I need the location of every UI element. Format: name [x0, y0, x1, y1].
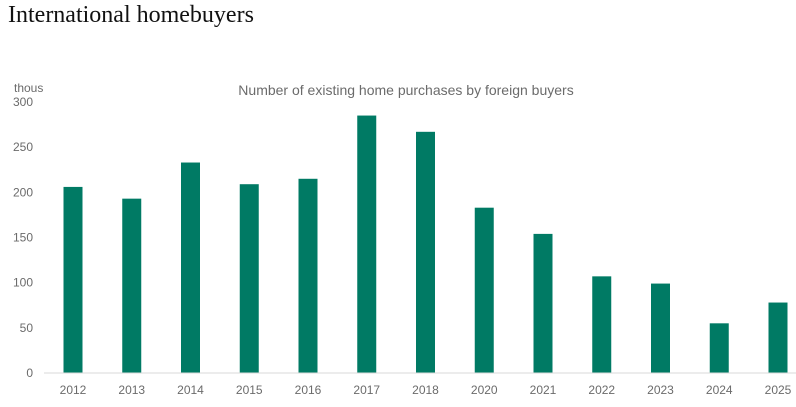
x-tick-label-2014: 2014 — [177, 383, 204, 397]
bar-2020 — [474, 207, 494, 373]
y-axis: 0 50 100 150 200 250 300 — [13, 95, 33, 380]
x-tick-label-2018: 2018 — [412, 383, 439, 397]
bar-2015 — [239, 184, 259, 373]
y-tick-label: 250 — [13, 140, 33, 154]
y-tick-label: 300 — [13, 95, 33, 109]
y-tick-label: 150 — [13, 231, 33, 245]
y-tick-label: 50 — [20, 321, 34, 335]
x-tick-label-2012: 2012 — [60, 383, 87, 397]
x-tick-label-2013: 2013 — [118, 383, 145, 397]
bar-series — [63, 115, 788, 374]
bar-2013 — [122, 198, 142, 373]
x-tick-label-2017: 2017 — [353, 383, 380, 397]
x-tick-label-2024: 2024 — [706, 383, 733, 397]
bar-2021 — [533, 233, 553, 373]
x-tick-label-2020: 2020 — [471, 383, 498, 397]
x-tick-label-2021: 2021 — [530, 383, 557, 397]
x-tick-label-2016: 2016 — [295, 383, 322, 397]
bar-2012 — [63, 186, 83, 373]
page-title: International homebuyers — [8, 2, 254, 28]
y-axis-unit-label: thous — [14, 81, 43, 95]
y-tick-label: 100 — [13, 276, 33, 290]
bar-2024 — [709, 323, 729, 373]
y-tick-label: 200 — [13, 185, 33, 199]
bar-2014 — [181, 162, 200, 373]
bar-2025 — [768, 302, 788, 373]
bar-2018 — [416, 131, 435, 373]
x-tick-label-2025: 2025 — [765, 383, 792, 397]
bar-2022 — [592, 276, 612, 373]
bar-2023 — [651, 283, 670, 373]
chart-title: Number of existing home purchases by for… — [238, 82, 573, 98]
y-tick-label: 0 — [26, 366, 33, 380]
x-tick-label-2022: 2022 — [588, 383, 615, 397]
bar-2016 — [298, 178, 318, 373]
bar-2017 — [357, 115, 377, 374]
x-tick-label-2015: 2015 — [236, 383, 263, 397]
x-axis: 2012 2013 2014 2015 2016 2017 2018 2020 2021 2022… — [60, 383, 792, 397]
x-tick-label-2023: 2023 — [647, 383, 674, 397]
